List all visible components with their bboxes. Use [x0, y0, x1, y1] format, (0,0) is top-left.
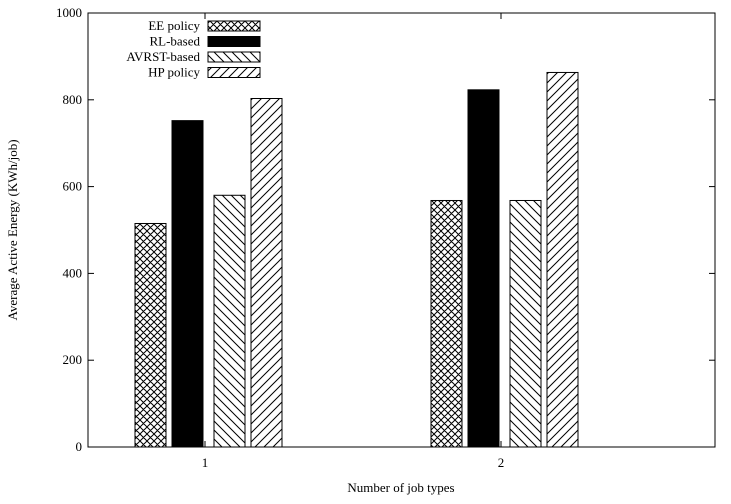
legend-label: AVRST-based	[126, 49, 200, 64]
bar-rl-based-cat-2	[467, 89, 500, 448]
bar-avrst-based-cat-1	[213, 194, 246, 448]
bar-hp-policy-cat-2	[546, 71, 579, 448]
legend-swatch	[207, 51, 261, 63]
x-tick-label: 2	[498, 455, 505, 470]
plot-frame	[87, 12, 716, 448]
y-tick-label: 1000	[56, 5, 82, 20]
y-tick-label: 0	[76, 439, 83, 454]
x-axis-title: Number of job types	[347, 480, 454, 495]
y-tick-label: 400	[63, 265, 83, 280]
bar-rl-based-cat-1	[171, 120, 204, 448]
y-tick-label: 800	[63, 92, 83, 107]
legend-label: EE policy	[148, 18, 200, 33]
y-tick-label: 600	[63, 179, 83, 194]
y-axis-title: Average Active Energy (KWh/job)	[5, 139, 20, 320]
legend-swatch	[207, 67, 261, 78]
bar-ee-policy-cat-1	[134, 222, 167, 448]
legend-label: HP policy	[148, 65, 200, 80]
y-tick-label: 200	[63, 352, 83, 367]
bars-group	[134, 71, 579, 448]
bar-hp-policy-cat-1	[250, 97, 283, 448]
legend-label: RL-based	[149, 34, 200, 49]
y-axis: 0 200 400 600 800 1000	[56, 5, 715, 454]
legend-swatch	[207, 20, 261, 32]
x-tick-label: 1	[202, 455, 209, 470]
legend-swatch	[207, 36, 261, 47]
bar-avrst-based-cat-2	[509, 199, 542, 448]
bar-ee-policy-cat-2	[430, 199, 463, 448]
